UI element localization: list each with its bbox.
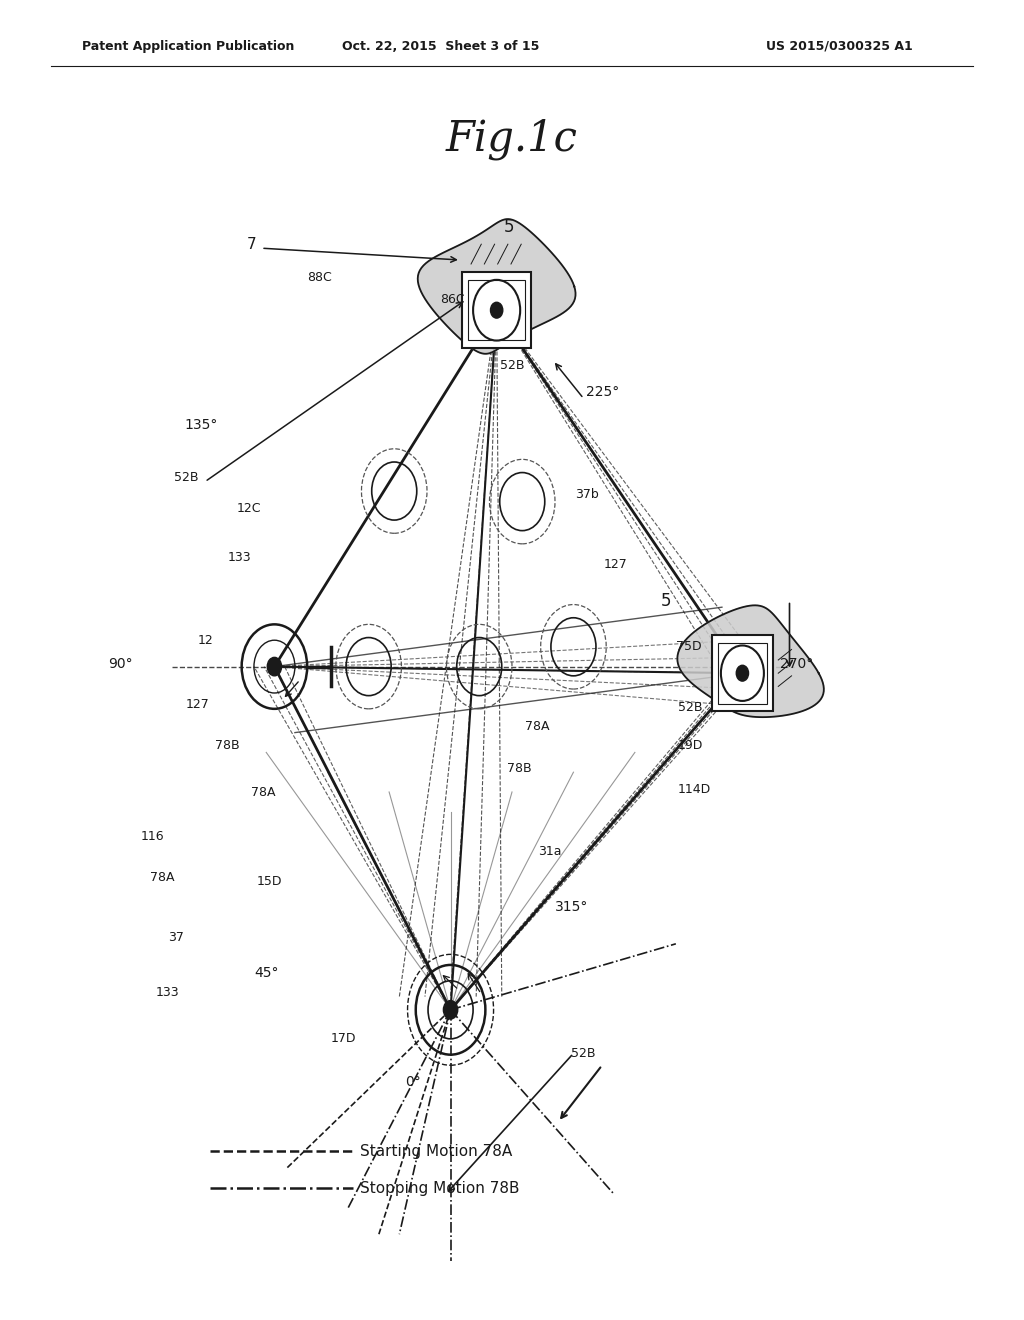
- Text: 15D: 15D: [257, 875, 282, 888]
- Text: 19D: 19D: [678, 739, 703, 752]
- Text: 52B: 52B: [678, 701, 702, 714]
- FancyBboxPatch shape: [468, 280, 524, 339]
- Text: 88C: 88C: [307, 271, 332, 284]
- Text: 37: 37: [168, 931, 184, 944]
- Text: 31a: 31a: [538, 845, 561, 858]
- Text: Starting Motion 78A: Starting Motion 78A: [360, 1143, 513, 1159]
- FancyBboxPatch shape: [718, 643, 767, 704]
- Text: Patent Application Publication: Patent Application Publication: [82, 40, 294, 53]
- Text: Oct. 22, 2015  Sheet 3 of 15: Oct. 22, 2015 Sheet 3 of 15: [342, 40, 539, 53]
- Text: 127: 127: [186, 698, 210, 711]
- Text: 78A: 78A: [150, 871, 174, 884]
- Text: 114D: 114D: [678, 783, 711, 796]
- Text: 37b: 37b: [575, 488, 599, 502]
- Text: 78B: 78B: [215, 739, 240, 752]
- Text: Fig.1c: Fig.1c: [446, 117, 578, 160]
- Text: US 2015/0300325 A1: US 2015/0300325 A1: [766, 40, 913, 53]
- Text: 52B: 52B: [571, 1047, 596, 1060]
- Text: 5: 5: [504, 218, 514, 236]
- Text: 78A: 78A: [525, 719, 550, 733]
- FancyBboxPatch shape: [462, 272, 531, 348]
- Text: Stopping Motion 78B: Stopping Motion 78B: [360, 1180, 520, 1196]
- Text: 0°: 0°: [404, 1076, 421, 1089]
- Circle shape: [490, 302, 503, 318]
- Polygon shape: [418, 219, 575, 354]
- Text: 45°: 45°: [254, 966, 279, 979]
- Text: 225°: 225°: [586, 385, 618, 399]
- Text: 127: 127: [604, 558, 628, 572]
- Polygon shape: [677, 606, 824, 717]
- Text: 315°: 315°: [555, 900, 589, 913]
- Text: 135°: 135°: [184, 418, 218, 432]
- Text: 17D: 17D: [331, 1032, 355, 1045]
- Circle shape: [736, 665, 749, 681]
- Text: 7: 7: [247, 236, 256, 252]
- Text: 52B: 52B: [174, 471, 199, 484]
- Text: 12: 12: [198, 634, 213, 647]
- Text: 12C: 12C: [237, 502, 261, 515]
- Text: 116: 116: [140, 830, 164, 843]
- Text: 78A: 78A: [251, 785, 275, 799]
- Text: 86C: 86C: [440, 293, 465, 306]
- Circle shape: [267, 657, 282, 676]
- Circle shape: [443, 1001, 458, 1019]
- Text: 270°: 270°: [780, 657, 813, 671]
- Text: 133: 133: [156, 986, 179, 999]
- Text: 90°: 90°: [109, 657, 133, 671]
- Text: 75D: 75D: [676, 640, 701, 653]
- Text: 5: 5: [660, 591, 671, 610]
- Text: 78B: 78B: [507, 762, 531, 775]
- Text: 133: 133: [227, 550, 251, 564]
- FancyBboxPatch shape: [712, 635, 773, 711]
- Text: 52B: 52B: [500, 359, 524, 372]
